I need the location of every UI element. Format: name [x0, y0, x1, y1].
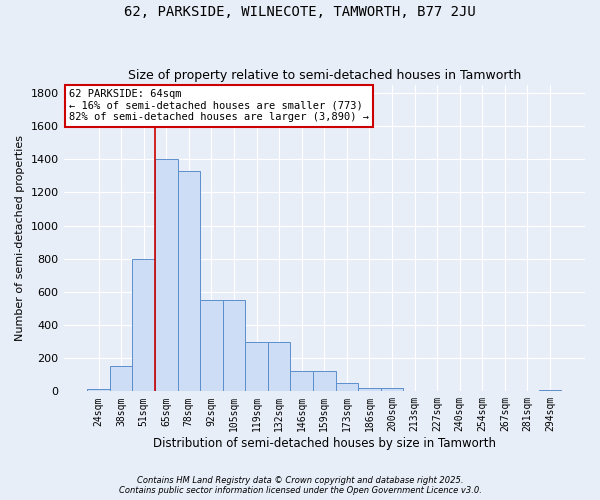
- Bar: [381, 388, 403, 392]
- Y-axis label: Number of semi-detached properties: Number of semi-detached properties: [15, 135, 25, 341]
- Text: Contains HM Land Registry data © Crown copyright and database right 2025.
Contai: Contains HM Land Registry data © Crown c…: [119, 476, 481, 495]
- Text: 62, PARKSIDE, WILNECOTE, TAMWORTH, B77 2JU: 62, PARKSIDE, WILNECOTE, TAMWORTH, B77 2…: [124, 5, 476, 19]
- Bar: [471, 390, 494, 392]
- Text: 62 PARKSIDE: 64sqm
← 16% of semi-detached houses are smaller (773)
82% of semi-d: 62 PARKSIDE: 64sqm ← 16% of semi-detache…: [69, 89, 369, 122]
- Bar: [516, 390, 539, 392]
- Bar: [290, 372, 313, 392]
- Bar: [245, 342, 268, 392]
- Bar: [200, 300, 223, 392]
- Bar: [335, 383, 358, 392]
- Bar: [494, 390, 516, 392]
- Bar: [223, 300, 245, 392]
- Bar: [133, 258, 155, 392]
- X-axis label: Distribution of semi-detached houses by size in Tamworth: Distribution of semi-detached houses by …: [153, 437, 496, 450]
- Bar: [155, 159, 178, 392]
- Bar: [313, 372, 335, 392]
- Bar: [87, 389, 110, 392]
- Bar: [358, 388, 381, 392]
- Bar: [403, 390, 426, 392]
- Bar: [178, 171, 200, 392]
- Bar: [110, 366, 133, 392]
- Title: Size of property relative to semi-detached houses in Tamworth: Size of property relative to semi-detach…: [128, 69, 521, 82]
- Bar: [426, 390, 448, 392]
- Bar: [448, 390, 471, 392]
- Bar: [539, 390, 561, 392]
- Bar: [268, 342, 290, 392]
